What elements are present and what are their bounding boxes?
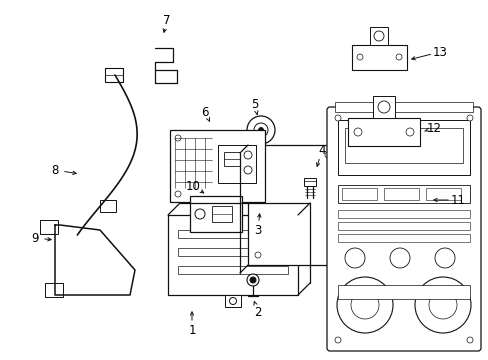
- Text: 13: 13: [432, 45, 447, 58]
- Bar: [383, 188, 418, 200]
- Bar: [218, 145, 256, 183]
- Bar: [170, 130, 264, 202]
- Circle shape: [377, 101, 389, 113]
- Bar: [337, 285, 469, 299]
- Circle shape: [258, 127, 263, 132]
- Bar: [45, 283, 63, 297]
- Circle shape: [345, 248, 364, 268]
- Text: 5: 5: [251, 99, 258, 112]
- Circle shape: [195, 209, 204, 219]
- Circle shape: [466, 337, 472, 343]
- Circle shape: [353, 128, 361, 136]
- FancyBboxPatch shape: [326, 107, 480, 351]
- Circle shape: [334, 115, 340, 121]
- Bar: [178, 248, 287, 256]
- Bar: [334, 102, 472, 112]
- Bar: [224, 295, 241, 307]
- Bar: [100, 200, 116, 212]
- Bar: [347, 118, 419, 146]
- Circle shape: [254, 152, 261, 158]
- Bar: [341, 188, 376, 200]
- Bar: [337, 120, 469, 175]
- Bar: [372, 96, 394, 118]
- Bar: [40, 220, 58, 234]
- Bar: [168, 215, 297, 295]
- Circle shape: [246, 116, 274, 144]
- Circle shape: [356, 54, 362, 60]
- Circle shape: [434, 248, 454, 268]
- Bar: [247, 145, 337, 265]
- Circle shape: [253, 123, 267, 137]
- Text: 6: 6: [201, 105, 208, 118]
- Bar: [425, 188, 460, 200]
- Bar: [178, 230, 287, 238]
- Text: 2: 2: [254, 306, 261, 319]
- Text: 1: 1: [188, 324, 195, 337]
- Circle shape: [373, 31, 383, 41]
- Text: 4: 4: [318, 144, 325, 157]
- Bar: [369, 27, 387, 45]
- Bar: [337, 185, 469, 203]
- Bar: [345, 128, 462, 163]
- Circle shape: [244, 166, 251, 174]
- Bar: [178, 266, 287, 274]
- Bar: [351, 45, 406, 70]
- Circle shape: [336, 277, 392, 333]
- Text: 11: 11: [449, 194, 465, 207]
- Bar: [212, 206, 231, 222]
- Bar: [337, 234, 469, 242]
- Circle shape: [405, 128, 413, 136]
- Text: 10: 10: [185, 180, 200, 193]
- Circle shape: [466, 115, 472, 121]
- Circle shape: [325, 152, 330, 158]
- Text: 8: 8: [51, 163, 59, 176]
- Bar: [337, 210, 469, 218]
- Text: 9: 9: [31, 231, 39, 244]
- Circle shape: [428, 291, 456, 319]
- Bar: [190, 196, 242, 232]
- Bar: [224, 152, 240, 166]
- Text: 12: 12: [426, 122, 441, 135]
- Circle shape: [229, 297, 236, 305]
- Circle shape: [244, 151, 251, 159]
- Circle shape: [334, 337, 340, 343]
- Bar: [304, 178, 315, 186]
- Circle shape: [175, 135, 181, 141]
- Circle shape: [350, 291, 378, 319]
- Text: 3: 3: [254, 224, 261, 237]
- Bar: [105, 68, 123, 82]
- Circle shape: [254, 252, 261, 258]
- Circle shape: [395, 54, 401, 60]
- Bar: [337, 222, 469, 230]
- Text: 7: 7: [163, 13, 170, 27]
- Circle shape: [414, 277, 470, 333]
- Circle shape: [246, 274, 259, 286]
- Circle shape: [175, 191, 181, 197]
- Circle shape: [389, 248, 409, 268]
- Circle shape: [249, 277, 256, 283]
